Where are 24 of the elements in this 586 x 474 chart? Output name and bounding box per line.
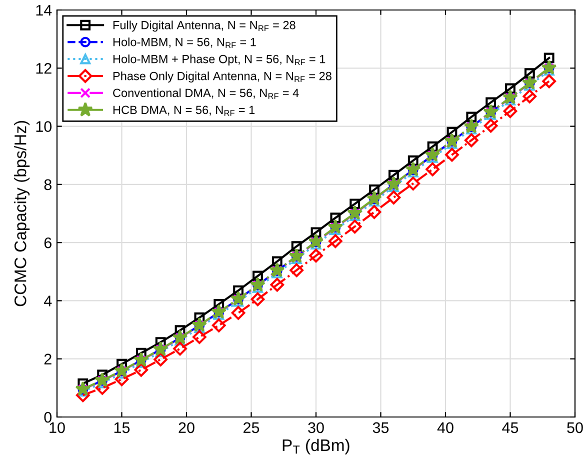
legend-label: Fully Digital Antenna, N = N$_{RF}$ = 28 [113, 20, 296, 32]
y-tick-label: 12 [36, 63, 52, 74]
x-tick-label: 25 [244, 422, 260, 434]
x-tick-label: 40 [437, 422, 454, 434]
legend-label: Holo-MBM, N = 56, N$_{RF}$ = 1 [113, 38, 256, 48]
y-tick-label: 14 [36, 5, 52, 16]
legend-label: Phase Only Digital Antenna, N = N$_{RF}$ = 28 [113, 72, 332, 83]
x-tick-label: 45 [502, 422, 518, 434]
x-tick-label: 20 [178, 422, 194, 434]
x-tick-label: 35 [372, 422, 389, 434]
x-tick-label: 30 [308, 422, 324, 434]
legend-label: Conventional DMA, N = 56, N$_{RF}$ = 4 [113, 88, 299, 99]
x-axis-title: P$_{T}$ (dBm) [282, 438, 350, 454]
legend-label: HCB DMA, N = 56, N$_{RF}$ = 1 [113, 106, 255, 116]
y-tick-label: 6 [44, 237, 52, 248]
y-tick-label: 0 [44, 412, 52, 423]
y-axis-title: CCMC Capacity (bps/Hz) [14, 120, 30, 306]
y-tick-label: 2 [44, 354, 52, 364]
y-tick-label: 8 [44, 179, 52, 190]
x-tick-label: 15 [114, 422, 130, 434]
x-tick-label: 50 [567, 422, 583, 434]
y-tick-label: 10 [36, 121, 52, 132]
legend-label: Holo-MBM + Phase Opt, N = 56, N$_{RF}$ = 1 [113, 54, 326, 66]
y-tick-label: 4 [44, 296, 52, 306]
